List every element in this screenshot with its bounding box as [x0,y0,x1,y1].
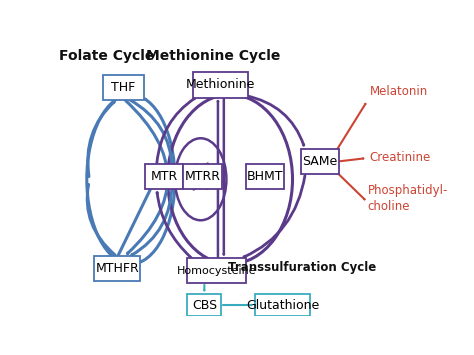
Text: Methionine: Methionine [186,78,255,92]
Text: Creatinine: Creatinine [370,151,431,164]
Text: Phosphatidyl-
choline: Phosphatidyl- choline [368,184,448,213]
Text: Homocysteine: Homocysteine [177,266,256,276]
FancyBboxPatch shape [301,149,339,174]
Text: Transsulfuration Cycle: Transsulfuration Cycle [228,261,376,274]
Text: MTHFR: MTHFR [95,262,139,275]
Text: BHMT: BHMT [246,170,283,183]
FancyBboxPatch shape [246,164,284,189]
FancyBboxPatch shape [94,256,140,281]
Text: Melatonin: Melatonin [370,85,428,98]
Text: Glutathione: Glutathione [246,299,319,312]
FancyBboxPatch shape [145,164,183,189]
Text: Methionine Cycle: Methionine Cycle [146,49,281,64]
FancyBboxPatch shape [183,164,222,189]
FancyBboxPatch shape [255,294,310,316]
Text: THF: THF [111,81,136,94]
Text: Folate Cycle: Folate Cycle [59,49,155,64]
FancyBboxPatch shape [193,72,248,98]
Text: CBS: CBS [192,299,217,312]
Text: MTRR: MTRR [184,170,220,183]
Text: SAMe: SAMe [302,155,337,168]
Text: MTR: MTR [150,170,178,183]
FancyBboxPatch shape [187,258,246,283]
FancyBboxPatch shape [187,294,221,316]
FancyBboxPatch shape [103,75,144,100]
